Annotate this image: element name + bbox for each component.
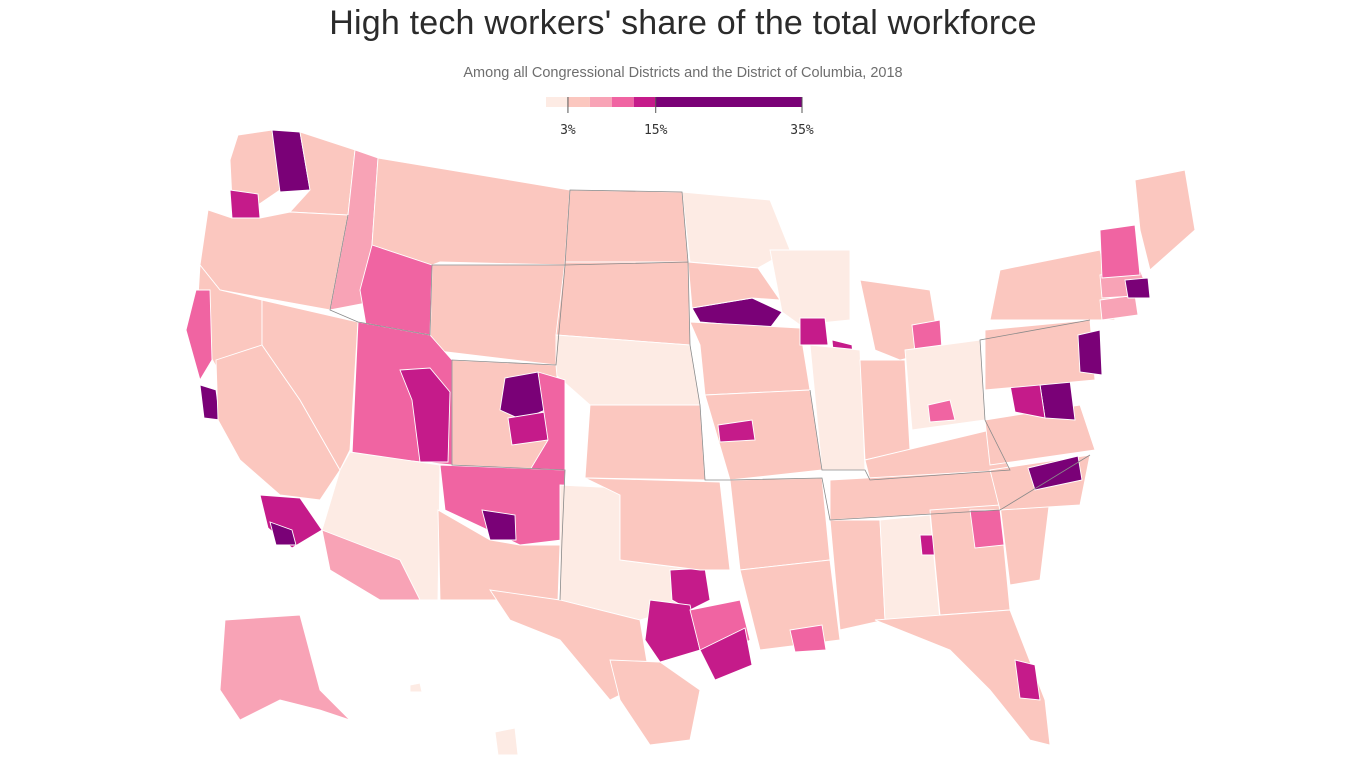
legend-bin-2 [589,97,612,107]
district-north-dakota [564,189,689,263]
district-arkansas [729,477,831,571]
district-columbus [927,399,956,423]
district-boston [1124,277,1151,299]
district-la [259,494,323,549]
district-albuquerque [481,509,517,541]
state-borders-layer [329,189,1091,601]
district-new-york [989,249,1116,321]
district-new-jersey [1077,329,1103,376]
district-minnesota-south [687,261,781,309]
district-indiana [859,359,911,461]
district-austin [644,599,701,663]
district-oklahoma [584,477,731,571]
state-border-lines-2 [564,261,1091,521]
district-orlando [1014,659,1041,701]
district-madison [799,317,829,346]
district-hawaii-1 [409,682,423,693]
district-south-carolina [999,497,1051,586]
chart-subtitle: Among all Congressional Districts and th… [463,65,903,81]
district-houston [699,627,753,681]
legend-bin-5 [655,97,802,107]
district-hawaii-2 [494,727,519,756]
state-border-lines [329,214,566,601]
district-salt-lake [399,367,451,463]
legend-tick-label-0: 3% [560,123,576,138]
district-wyoming [429,264,566,366]
us-district-map [185,129,1196,756]
district-atlanta [969,509,1005,549]
district-alaska [219,614,351,721]
district-maine [1134,169,1196,271]
district-kansas [584,404,706,481]
district-new-orleans [789,624,827,653]
district-portland [229,189,261,219]
district-montana [371,157,571,266]
district-louisiana [739,559,841,651]
district-texas-south [609,659,701,746]
legend-bin-4 [633,97,656,107]
district-research-triangle [1027,455,1083,491]
district-northern-virginia [1039,379,1076,421]
legend-bin-0 [546,97,568,107]
district-florida [874,609,1051,746]
district-pennsylvania [984,319,1096,391]
district-mississippi [829,519,886,631]
legend-tick-label-1: 15% [644,123,668,138]
district-alabama [879,514,941,621]
legend-bin-3 [611,97,634,107]
district-wisconsin [769,249,851,326]
state-border-lines-3 [564,189,689,266]
state-border-lines-4 [809,319,1091,481]
district-connecticut [1099,294,1139,321]
chart-title: High tech workers' share of the total wo… [329,4,1037,42]
district-south-dakota [555,261,691,346]
district-colorado-springs [507,411,549,446]
district-san-diego [269,521,297,546]
color-legend: 3% 15% 35% [546,97,814,138]
district-vermont-nh [1099,224,1141,279]
district-maryland [1009,384,1046,419]
legend-bin-1 [567,97,590,107]
district-nebraska [555,334,701,406]
district-iowa [689,321,811,396]
district-arizona-south [321,529,421,601]
legend-tick-label-2: 35% [790,123,814,138]
district-california-coast [185,289,213,382]
district-layer [185,129,1196,756]
district-kansas-city [717,419,756,443]
